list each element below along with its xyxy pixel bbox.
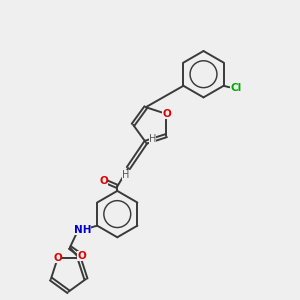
Text: H: H [122, 169, 130, 180]
Text: O: O [99, 176, 108, 186]
Text: Cl: Cl [230, 83, 242, 93]
Text: O: O [162, 109, 171, 119]
Text: O: O [77, 251, 86, 261]
Text: O: O [53, 254, 62, 263]
Text: H: H [148, 134, 156, 144]
Text: NH: NH [74, 225, 91, 235]
